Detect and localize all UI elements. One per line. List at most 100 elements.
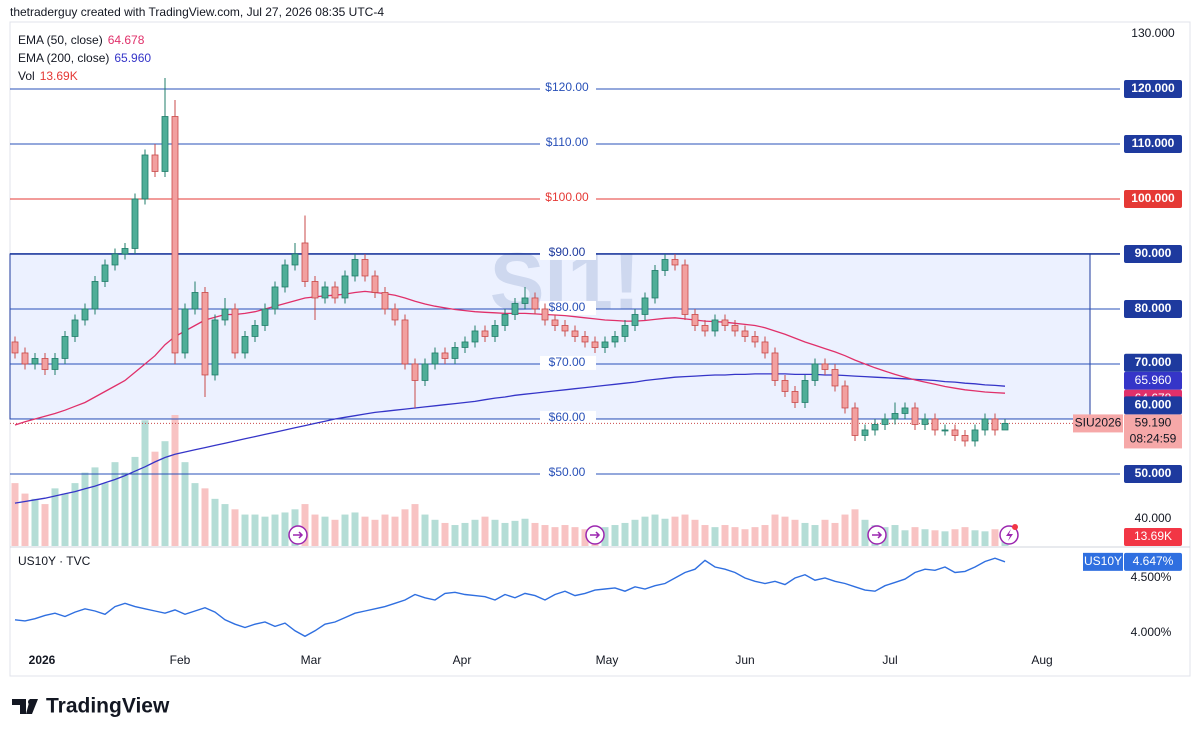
volume-bar — [411, 504, 419, 546]
bolt — [1006, 529, 1013, 541]
candle-body — [671, 259, 679, 266]
candle-body — [481, 330, 489, 337]
volume-bar — [721, 525, 729, 546]
logo-dot — [28, 699, 34, 705]
line-label: $60.00 — [549, 410, 586, 424]
volume-bar — [541, 525, 549, 546]
volume-bar — [501, 522, 509, 546]
y2-tick-label: 4.000% — [1131, 625, 1172, 639]
volume-bar — [91, 467, 99, 546]
candle-body — [471, 330, 479, 343]
volume-bar — [611, 525, 619, 546]
volume-bar — [151, 451, 159, 546]
x-tick-label: May — [596, 653, 619, 667]
volume-bar — [211, 498, 219, 546]
volume-bar — [891, 525, 899, 546]
volume-bar — [861, 519, 869, 546]
candle-body — [11, 341, 19, 354]
candle-body — [141, 154, 149, 200]
candle-body — [661, 259, 669, 271]
volume-bar — [481, 516, 489, 546]
candle-body — [81, 308, 89, 321]
y-tick-box — [1124, 244, 1182, 263]
candle-body — [851, 407, 859, 436]
volume-bar — [241, 514, 249, 546]
volume-bar — [81, 472, 89, 546]
volume-bar — [811, 525, 819, 546]
volume-bar — [421, 514, 429, 546]
candle-body — [191, 292, 199, 310]
legend-entry: EMA (200, close) 65.960 — [18, 51, 151, 65]
y-tick-label: 50.000 — [1135, 466, 1172, 480]
candle-body — [461, 341, 469, 348]
y-tick-label: 40.000 — [1135, 511, 1172, 525]
ema200-line — [14, 373, 1006, 504]
candle-body — [761, 341, 769, 354]
candle-body — [521, 297, 529, 304]
volume-bar — [621, 522, 629, 546]
candle-body — [591, 341, 599, 348]
candle-body — [371, 275, 379, 293]
y-tick-label: 70.000 — [1135, 355, 1172, 369]
volume-bar — [71, 483, 79, 546]
volume-bar — [41, 504, 49, 546]
volume-bar — [371, 519, 379, 546]
event-arrow — [590, 531, 601, 539]
x-tick-label: Jul — [882, 653, 897, 667]
volume-bar — [971, 530, 979, 546]
volume-bar — [311, 514, 319, 546]
line-label: $110.00 — [546, 135, 589, 149]
candle-body — [921, 418, 929, 425]
candle-body — [641, 297, 649, 315]
volume-bar — [461, 522, 469, 546]
volume-bar — [631, 519, 639, 546]
candle-body — [221, 308, 229, 321]
candle-body — [681, 264, 689, 315]
volume-bar — [711, 527, 719, 546]
candle-body — [651, 270, 659, 299]
candle-body — [991, 418, 999, 431]
candle-body — [431, 352, 439, 365]
volume-bar — [131, 456, 139, 546]
legend-entry: Vol 13.69K — [18, 69, 78, 83]
volume-bar — [991, 529, 999, 546]
candle-body — [251, 325, 259, 337]
candle-body — [161, 116, 169, 172]
candle-body — [961, 435, 969, 442]
candle-body — [791, 391, 799, 403]
event-icons[interactable] — [288, 524, 1019, 545]
volume-bar — [361, 516, 369, 546]
candle-body — [801, 380, 809, 403]
volume-bar — [401, 509, 409, 546]
candle-body — [811, 363, 819, 381]
candle-body — [261, 308, 269, 326]
volume-bar — [531, 522, 539, 546]
candle-body — [931, 418, 939, 431]
y-tick-label: 80.000 — [1135, 301, 1172, 315]
line-label-bg — [540, 135, 596, 150]
candle-body — [351, 259, 359, 277]
volume-bar — [681, 514, 689, 546]
candle-body — [311, 281, 319, 299]
volume-bar — [171, 415, 179, 546]
line-label: $100.00 — [545, 190, 589, 204]
volume-bar — [771, 514, 779, 546]
volume-bar — [931, 530, 939, 546]
volume-bar — [11, 483, 19, 546]
x-tick-label: Apr — [453, 653, 472, 667]
volume-bar — [31, 498, 39, 546]
line-label-bg — [540, 465, 596, 480]
candle-body — [231, 308, 239, 354]
candle-body — [971, 429, 979, 442]
line-label: $50.00 — [549, 465, 586, 479]
candle-body — [691, 314, 699, 326]
line-label-bg — [540, 245, 596, 260]
candle-body — [721, 319, 729, 326]
logo-mark — [12, 699, 38, 714]
candle-body — [421, 363, 429, 381]
candle-body — [581, 336, 589, 343]
volume-bar — [841, 514, 849, 546]
line-label-bg — [540, 300, 596, 315]
candle-body — [151, 154, 159, 172]
line-label-bg — [540, 190, 596, 205]
